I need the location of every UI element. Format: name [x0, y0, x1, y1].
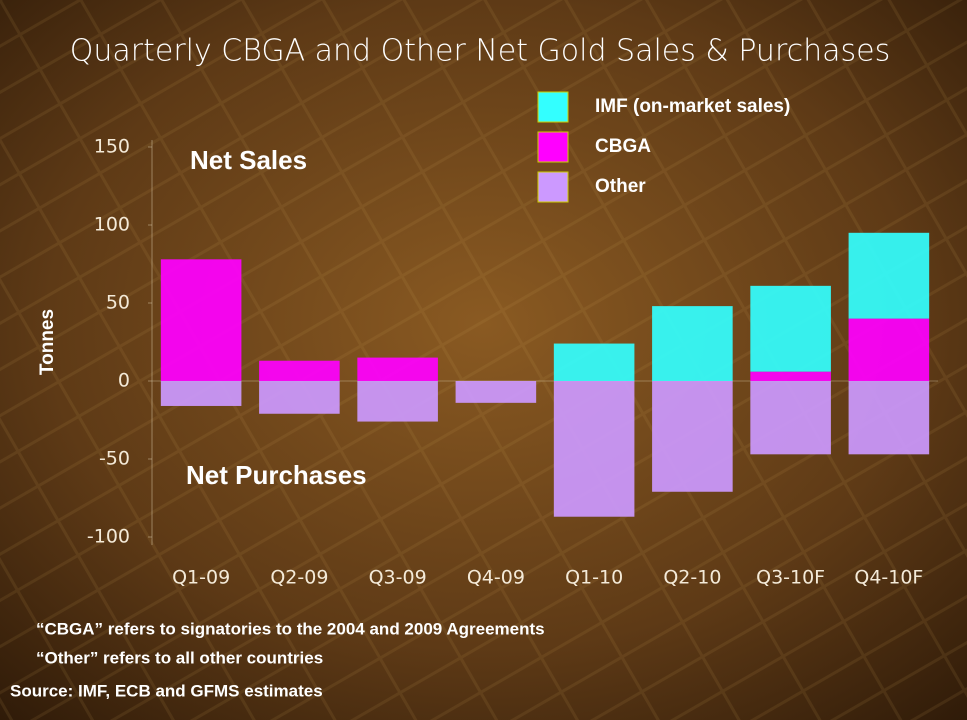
bar-segment [750, 285, 831, 372]
bar-segment [259, 381, 340, 414]
x-tick-label: Q2-10 [663, 567, 721, 589]
x-tick-label: Q3-09 [369, 567, 427, 589]
x-tick-label: Q1-09 [172, 567, 230, 589]
bar-segment [553, 343, 635, 381]
bar-segment [848, 381, 930, 455]
x-tick-label: Q2-09 [270, 567, 328, 589]
bar-segment [160, 381, 242, 406]
bar-segment [455, 381, 537, 403]
chart-title: Quarterly CBGA and Other Net Gold Sales … [70, 34, 890, 69]
annotation: Net Sales [190, 145, 307, 175]
bar-segment [848, 318, 930, 381]
legend-label: CBGA [595, 136, 651, 157]
bar-segment [357, 381, 438, 422]
bar-segment [750, 381, 831, 455]
x-tick-label: Q3-10F [756, 567, 825, 589]
y-tick-label: 100 [94, 214, 130, 236]
bar-segment [357, 357, 438, 381]
bar-segment [160, 259, 242, 381]
legend-swatch [537, 91, 569, 123]
note: “Other” refers to all other countries [36, 648, 323, 667]
bar-segment [848, 232, 930, 319]
source: Source: IMF, ECB and GFMS estimates [10, 681, 323, 700]
x-tick-label: Q4-10F [854, 567, 923, 589]
bar-segment [259, 360, 340, 381]
bar-segment [652, 381, 733, 492]
annotation: Net Purchases [186, 460, 367, 490]
y-tick-label: 150 [94, 136, 130, 158]
x-tick-label: Q4-09 [467, 567, 525, 589]
x-tick-label: Q1-10 [565, 567, 623, 589]
legend-swatch [537, 171, 569, 203]
legend-label: IMF (on-market sales) [595, 96, 790, 117]
note: “CBGA” refers to signatories to the 2004… [36, 619, 545, 638]
y-tick-label: -100 [87, 526, 130, 548]
legend-label: Other [595, 176, 646, 197]
y-tick-label: 50 [106, 292, 130, 314]
y-axis-label: Tonnes [37, 309, 58, 375]
y-tick-label: -50 [99, 448, 130, 470]
bar-segment [553, 381, 635, 517]
legend-swatch [537, 131, 569, 163]
bar-segment [652, 306, 733, 381]
y-tick-label: 0 [118, 370, 130, 392]
bar-segment [750, 371, 831, 381]
